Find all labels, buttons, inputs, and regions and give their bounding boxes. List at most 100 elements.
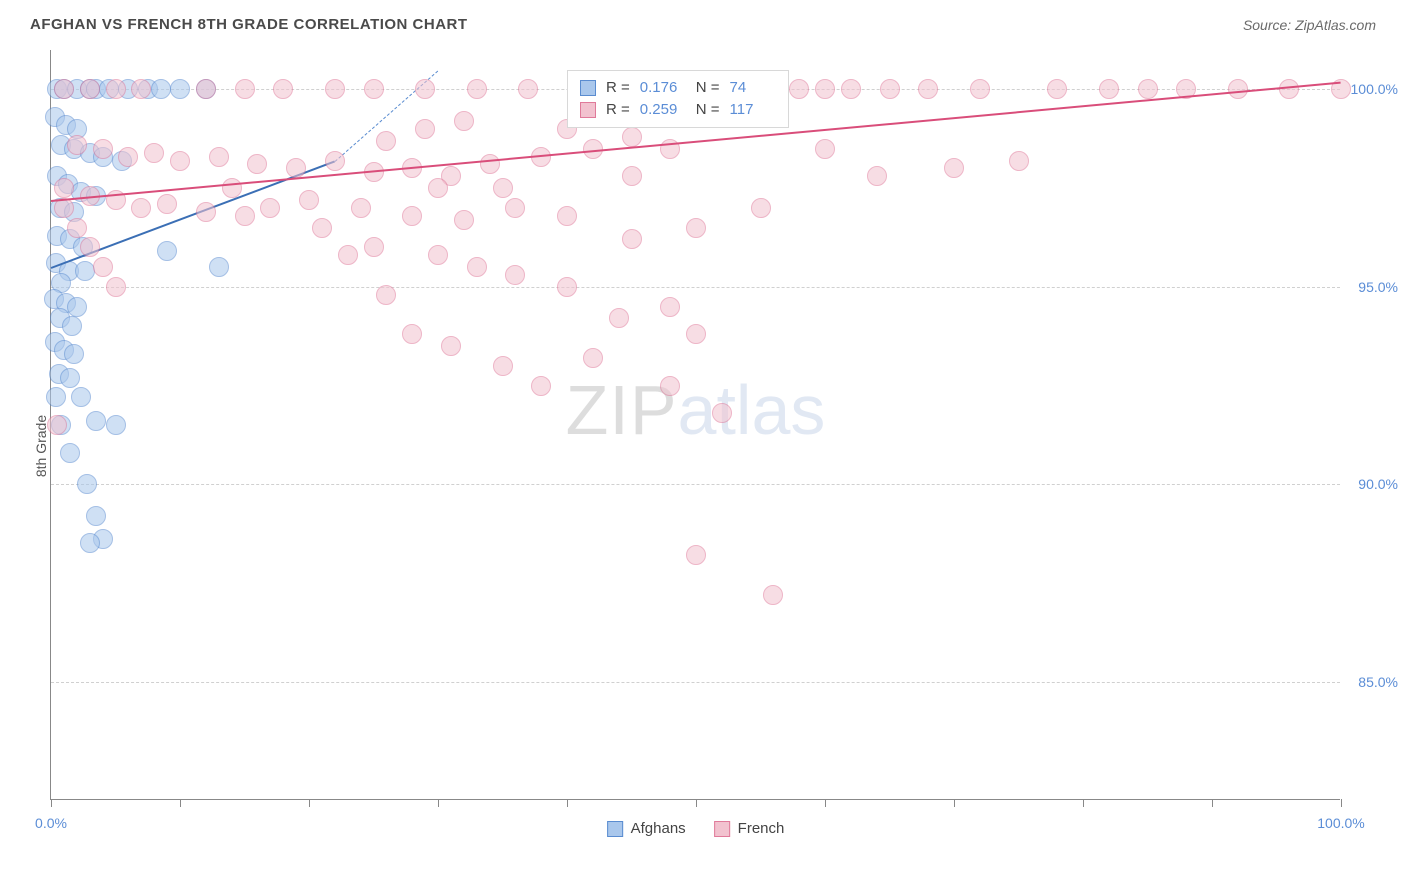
data-point: [80, 237, 100, 257]
x-tick: [954, 799, 955, 807]
data-point: [493, 178, 513, 198]
legend-r-label: R =: [606, 77, 630, 99]
data-point: [93, 139, 113, 159]
legend-label: Afghans: [631, 820, 686, 837]
data-point: [918, 79, 938, 99]
data-point: [712, 403, 732, 423]
x-tick-label: 100.0%: [1317, 815, 1364, 831]
data-point: [480, 154, 500, 174]
data-point: [505, 198, 525, 218]
data-point: [86, 411, 106, 431]
data-point: [660, 376, 680, 396]
data-point: [1047, 79, 1067, 99]
legend-n-label: N =: [696, 99, 720, 121]
x-tick: [309, 799, 310, 807]
data-point: [660, 297, 680, 317]
data-point: [77, 474, 97, 494]
legend-item: Afghans: [607, 820, 686, 837]
watermark-atlas: atlas: [678, 371, 826, 449]
x-tick: [1083, 799, 1084, 807]
data-point: [751, 198, 771, 218]
data-point: [247, 154, 267, 174]
chart-plot-area: ZIPatlas 85.0%90.0%95.0%100.0%0.0%100.0%…: [50, 50, 1340, 800]
legend-swatch: [580, 102, 596, 118]
data-point: [364, 79, 384, 99]
data-point: [325, 79, 345, 99]
data-point: [80, 533, 100, 553]
data-point: [686, 545, 706, 565]
series-legend: AfghansFrench: [607, 820, 785, 837]
data-point: [763, 585, 783, 605]
data-point: [583, 348, 603, 368]
gridline: [51, 287, 1340, 288]
data-point: [209, 147, 229, 167]
data-point: [67, 218, 87, 238]
legend-r-value: 0.259: [640, 99, 686, 121]
data-point: [299, 190, 319, 210]
data-point: [157, 194, 177, 214]
correlation-legend: R =0.176N =74R =0.259N =117: [567, 70, 789, 128]
data-point: [686, 218, 706, 238]
data-point: [260, 198, 280, 218]
y-tick-label: 100.0%: [1351, 81, 1398, 97]
data-point: [325, 151, 345, 171]
y-tick-label: 85.0%: [1358, 674, 1398, 690]
data-point: [80, 79, 100, 99]
data-point: [151, 79, 171, 99]
data-point: [415, 119, 435, 139]
legend-swatch: [714, 821, 730, 837]
y-tick-label: 95.0%: [1358, 279, 1398, 295]
data-point: [789, 79, 809, 99]
data-point: [67, 135, 87, 155]
data-point: [131, 79, 151, 99]
data-point: [622, 127, 642, 147]
data-point: [415, 79, 435, 99]
data-point: [62, 316, 82, 336]
source-label: Source: ZipAtlas.com: [1243, 17, 1376, 33]
data-point: [93, 257, 113, 277]
chart-title: AFGHAN VS FRENCH 8TH GRADE CORRELATION C…: [30, 16, 468, 33]
legend-r-value: 0.176: [640, 77, 686, 99]
data-point: [531, 376, 551, 396]
gridline: [51, 484, 1340, 485]
x-tick: [567, 799, 568, 807]
x-tick: [180, 799, 181, 807]
data-point: [64, 344, 84, 364]
data-point: [222, 178, 242, 198]
data-point: [815, 79, 835, 99]
data-point: [196, 79, 216, 99]
data-point: [196, 202, 216, 222]
data-point: [75, 261, 95, 281]
data-point: [493, 356, 513, 376]
data-point: [1138, 79, 1158, 99]
data-point: [454, 210, 474, 230]
data-point: [338, 245, 358, 265]
data-point: [86, 506, 106, 526]
legend-swatch: [580, 80, 596, 96]
data-point: [970, 79, 990, 99]
legend-row: R =0.176N =74: [580, 77, 776, 99]
data-point: [815, 139, 835, 159]
data-point: [518, 79, 538, 99]
watermark: ZIPatlas: [566, 370, 826, 450]
data-point: [867, 166, 887, 186]
data-point: [273, 79, 293, 99]
data-point: [428, 245, 448, 265]
data-point: [364, 237, 384, 257]
data-point: [467, 79, 487, 99]
data-point: [170, 151, 190, 171]
data-point: [880, 79, 900, 99]
data-point: [106, 277, 126, 297]
data-point: [54, 178, 74, 198]
data-point: [46, 387, 66, 407]
data-point: [622, 166, 642, 186]
data-point: [557, 277, 577, 297]
x-tick: [696, 799, 697, 807]
data-point: [428, 178, 448, 198]
legend-swatch: [607, 821, 623, 837]
gridline: [51, 682, 1340, 683]
data-point: [351, 198, 371, 218]
data-point: [622, 229, 642, 249]
data-point: [235, 206, 255, 226]
data-point: [312, 218, 332, 238]
